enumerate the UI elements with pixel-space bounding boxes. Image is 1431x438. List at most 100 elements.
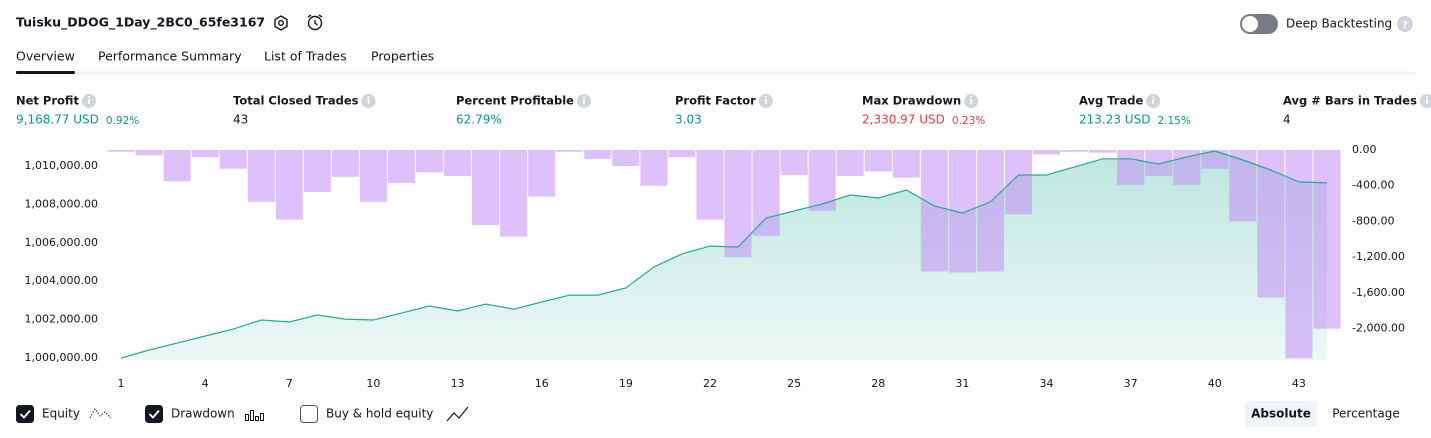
metric-value: 4 xyxy=(1283,113,1291,127)
info-glyph xyxy=(970,99,973,104)
y2-tick-label: -400.00 xyxy=(1352,179,1394,192)
y-tick-label: 1,006,000.00 xyxy=(25,236,98,249)
info-icon[interactable] xyxy=(1419,94,1431,108)
info-glyph xyxy=(583,96,585,98)
equity-line xyxy=(120,150,1328,359)
x-tick-label: 10 xyxy=(366,377,380,390)
drawdown-bar xyxy=(219,150,247,169)
x-tick-label: 22 xyxy=(703,377,717,390)
legend-label[interactable]: Drawdown xyxy=(171,407,235,421)
drawdown-bar xyxy=(1313,150,1341,329)
drawdown-bar xyxy=(247,150,275,202)
x-tick-label: 25 xyxy=(787,377,801,390)
info-glyph xyxy=(583,99,585,104)
view-mode-button[interactable]: Percentage xyxy=(1332,407,1400,421)
help-icon[interactable]: ? xyxy=(1397,16,1413,32)
drawdown-bar xyxy=(444,150,472,176)
drawdown-bar xyxy=(808,150,836,211)
alert-icon[interactable] xyxy=(307,14,323,31)
tab[interactable]: Overview xyxy=(16,49,75,64)
checkmark xyxy=(19,409,31,419)
drawdown-icon xyxy=(255,416,259,421)
x-tick-label: 28 xyxy=(871,377,885,390)
metric-value: 9,168.77 USD xyxy=(16,113,99,127)
info-glyph xyxy=(764,96,767,98)
metric-change: 0.92% xyxy=(106,115,139,127)
metric-label: Percent Profitable xyxy=(456,94,574,108)
toggle-knob xyxy=(1242,16,1258,32)
view-mode-bg xyxy=(1245,401,1317,427)
x-tick-label: 34 xyxy=(1040,377,1054,390)
settings-icon[interactable] xyxy=(274,15,288,31)
deep-backtesting-toggle[interactable] xyxy=(1240,14,1278,34)
info-glyph xyxy=(88,99,90,104)
metric-label: Avg # Bars in Trades xyxy=(1283,94,1417,108)
legend-label[interactable]: Equity xyxy=(42,407,80,421)
checkmark xyxy=(148,409,160,419)
drawdown-bar xyxy=(107,150,135,152)
x-tick-label: 1 xyxy=(118,377,125,390)
info-glyph xyxy=(88,96,90,98)
drawdown-bar xyxy=(976,150,1004,272)
drawdown-bar xyxy=(1285,150,1313,359)
metric-value: 213.23 USD xyxy=(1079,113,1150,127)
x-tick-label: 4 xyxy=(202,377,209,390)
checkbox[interactable] xyxy=(16,405,34,423)
view-mode-button[interactable]: Absolute xyxy=(1251,407,1311,421)
drawdown-bar xyxy=(331,150,359,177)
tabs: Overview Performance Summary List of Trade… xyxy=(16,49,434,74)
x-tick-label: 7 xyxy=(286,377,293,390)
tab[interactable]: Performance Summary xyxy=(98,49,242,64)
deep-backtesting-label: Deep Backtesting xyxy=(1286,17,1392,31)
buy-hold-icon xyxy=(446,406,469,422)
drawdown-bar xyxy=(752,150,780,236)
drawdown-bar xyxy=(612,150,640,167)
drawdown-icon xyxy=(250,410,254,421)
drawdown-bar xyxy=(696,150,724,220)
y-tick-label: 1,010,000.00 xyxy=(25,159,98,172)
drawdown-icon xyxy=(260,413,264,421)
x-tick-label: 40 xyxy=(1208,377,1222,390)
chart: 1,000,000.00 1,002,000.00 1,004,000.00 1,00… xyxy=(25,143,1405,390)
tab[interactable]: List of Trades xyxy=(264,49,347,64)
help-glyph: ? xyxy=(1402,20,1408,31)
drawdown-bar xyxy=(1117,150,1145,185)
y-tick-label: 1,004,000.00 xyxy=(25,274,98,287)
info-glyph xyxy=(764,99,767,104)
drawdown-bar xyxy=(1173,150,1201,185)
metrics: Net Profit 9,168.77 USD 0.92% Total Closed … xyxy=(16,94,1431,127)
drawdown-bar xyxy=(780,150,808,176)
drawdown-bar xyxy=(528,150,556,197)
y2-tick-label: -1,200.00 xyxy=(1352,250,1405,263)
x-tick-label: 43 xyxy=(1292,377,1306,390)
drawdown-bar xyxy=(500,150,528,237)
x-tick-label: 31 xyxy=(955,377,969,390)
drawdown-bar xyxy=(359,150,387,202)
drawdown-bar xyxy=(472,150,500,226)
metric-label: Max Drawdown xyxy=(862,94,961,108)
drawdown-bar xyxy=(864,150,892,172)
drawdown-bar xyxy=(1257,150,1285,298)
drawdown-bar xyxy=(1201,150,1229,169)
metric-value: 2,330.97 USD xyxy=(862,113,945,127)
drawdown-bar xyxy=(275,150,303,220)
drawdown-bar xyxy=(163,150,191,182)
metric-label: Total Closed Trades xyxy=(233,94,359,108)
legend-label[interactable]: Buy & hold equity xyxy=(326,407,433,421)
checkbox[interactable] xyxy=(145,405,163,423)
drawdown-bar xyxy=(387,150,415,184)
checkbox[interactable] xyxy=(300,405,318,423)
tab[interactable]: Properties xyxy=(371,49,434,64)
drawdown-bar xyxy=(303,150,331,192)
equity-icon xyxy=(89,408,112,419)
drawdown-bar xyxy=(668,150,696,158)
metric-value: 43 xyxy=(233,113,248,127)
drawdown-bar xyxy=(191,150,219,158)
y-tick-label: 1,000,000.00 xyxy=(25,351,98,364)
x-tick-label: 19 xyxy=(619,377,633,390)
drawdown-bar xyxy=(1229,150,1257,222)
metric-value: 3.03 xyxy=(675,113,702,127)
drawdown-bar xyxy=(1089,150,1117,153)
y-tick-label: 1,008,000.00 xyxy=(25,197,98,210)
drawdown-bar xyxy=(1145,150,1173,176)
